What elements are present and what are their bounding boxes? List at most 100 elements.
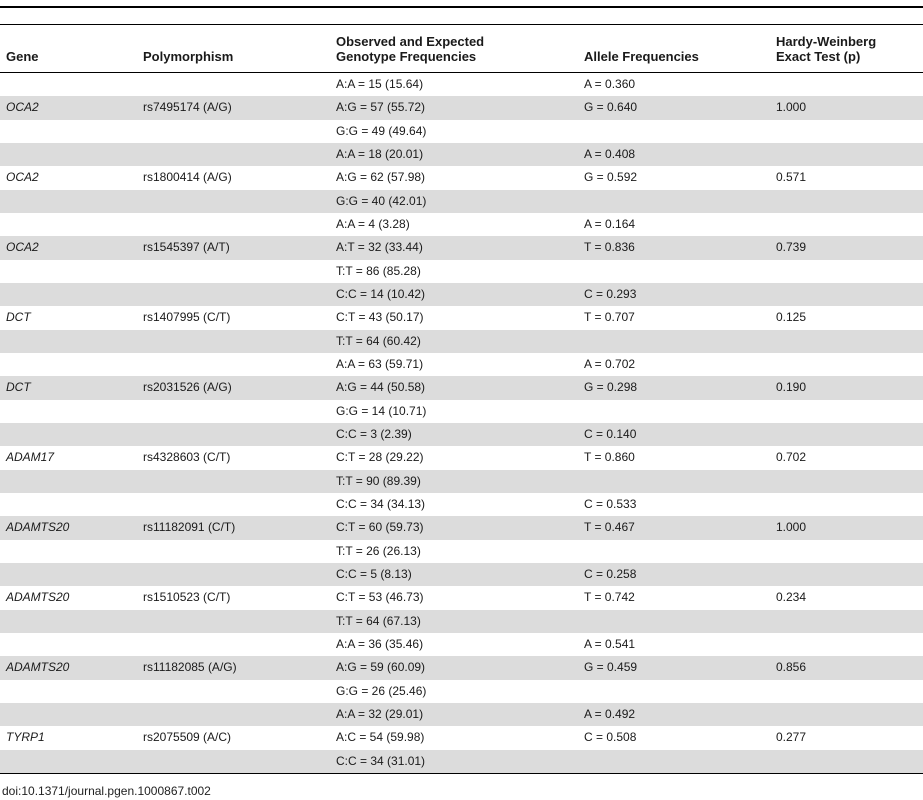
cell-polymorphism: rs1800414 (A/G) [143, 170, 232, 185]
cell-genotype-frequency: T:T = 64 (60.42) [336, 333, 421, 348]
cell-genotype-frequency: A:A = 32 (29.01) [336, 706, 424, 721]
cell-allele-frequency: A = 0.702 [584, 356, 636, 371]
cell-genotype-frequency: G:G = 14 (10.71) [336, 403, 427, 418]
table-row: C:C = 5 (8.13) C = 0.258 [0, 562, 923, 587]
cell-polymorphism: rs2031526 (A/G) [143, 380, 232, 395]
cell-gene: OCA2 [6, 170, 39, 185]
table-bottom-rule [0, 773, 923, 774]
cell-genotype-frequency: A:T = 32 (33.44) [336, 240, 423, 255]
cell-hwe-p: 1.000 [776, 520, 807, 535]
cell-allele-frequency: A = 0.408 [584, 146, 636, 161]
table-row: A:A = 32 (29.01) A = 0.492 [0, 702, 923, 727]
cell-polymorphism: rs11182091 (C/T) [143, 520, 236, 535]
cell-genotype-frequency: C:C = 5 (8.13) [336, 566, 412, 581]
table-row: ADAMTS20 rs11182091 (C/T) C:T = 60 (59.73)… [0, 516, 923, 540]
cell-gene: DCT [6, 310, 31, 325]
cell-hwe-p: 0.856 [776, 660, 807, 675]
table-row: A:A = 63 (59.71) A = 0.702 [0, 353, 923, 376]
cell-allele-frequency: C = 0.140 [584, 426, 637, 441]
table-row: T:T = 26 (26.13) [0, 540, 923, 563]
header-bottom-rule [0, 72, 923, 73]
table-row: G:G = 40 (42.01) [0, 189, 923, 213]
table-row: ADAMTS20 rs1510523 (C/T) C:T = 53 (46.73) T… [0, 586, 923, 609]
cell-allele-frequency: T = 0.707 [584, 310, 635, 325]
cell-gene: OCA2 [6, 100, 39, 115]
header-genotype-line2: Genotype Frequencies [336, 49, 477, 64]
table-body: A:A = 15 (15.64) A = 0.360 OCA2 rs7495174 (… [0, 73, 923, 773]
table-row: TYRP1 rs2075509 (A/C) A:C = 54 (59.98) C = … [0, 726, 923, 749]
header-hardy-weinberg: Hardy-Weinberg Exact Test (p) [776, 34, 876, 64]
table-row: A:A = 18 (20.01) A = 0.408 [0, 142, 923, 167]
table-row: T:T = 64 (67.13) [0, 609, 923, 633]
cell-hwe-p: 0.739 [776, 240, 807, 255]
cell-genotype-frequency: A:A = 63 (59.71) [336, 356, 424, 371]
cell-genotype-frequency: A:G = 59 (60.09) [336, 660, 426, 675]
cell-polymorphism: rs4328603 (C/T) [143, 450, 231, 465]
table-row: C:C = 34 (34.13) C = 0.533 [0, 493, 923, 516]
cell-genotype-frequency: C:C = 14 (10.42) [336, 286, 426, 301]
cell-hwe-p: 0.125 [776, 310, 807, 325]
table-row: T:T = 90 (89.39) [0, 469, 923, 493]
cell-polymorphism: rs1407995 (C/T) [143, 310, 231, 325]
cell-genotype-frequency: G:G = 40 (42.01) [336, 193, 427, 208]
cell-polymorphism: rs1545397 (A/T) [143, 240, 230, 255]
cell-polymorphism: rs2075509 (A/C) [143, 730, 232, 745]
header-polymorphism: Polymorphism [143, 49, 234, 64]
cell-allele-frequency: T = 0.860 [584, 450, 635, 465]
cell-allele-frequency: C = 0.533 [584, 496, 637, 511]
cell-allele-frequency: T = 0.467 [584, 520, 635, 535]
cell-allele-frequency: G = 0.640 [584, 100, 638, 115]
table-row: OCA2 rs1800414 (A/G) A:G = 62 (57.98) G = 0… [0, 166, 923, 189]
table-row: A:A = 15 (15.64) A = 0.360 [0, 73, 923, 96]
cell-hwe-p: 1.000 [776, 100, 807, 115]
cell-allele-frequency: T = 0.836 [584, 240, 635, 255]
cell-allele-frequency: C = 0.293 [584, 286, 637, 301]
cell-allele-frequency: A = 0.541 [584, 636, 636, 651]
table-row: DCT rs1407995 (C/T) C:T = 43 (50.17) T = 0.… [0, 306, 923, 329]
cell-genotype-frequency: A:G = 44 (50.58) [336, 380, 426, 395]
table-row: C:C = 14 (10.42) C = 0.293 [0, 282, 923, 307]
cell-hwe-p: 0.234 [776, 590, 807, 605]
table-row: G:G = 14 (10.71) [0, 400, 923, 423]
table-row: T:T = 64 (60.42) [0, 329, 923, 353]
cell-allele-frequency: A = 0.492 [584, 706, 636, 721]
cell-allele-frequency: C = 0.258 [584, 566, 637, 581]
cell-polymorphism: rs1510523 (C/T) [143, 590, 231, 605]
cell-allele-frequency: A = 0.360 [584, 77, 636, 91]
table-row: A:A = 36 (35.46) A = 0.541 [0, 633, 923, 656]
cell-polymorphism: rs7495174 (A/G) [143, 100, 232, 115]
header-allele-frequencies: Allele Frequencies [584, 49, 699, 64]
cell-genotype-frequency: T:T = 26 (26.13) [336, 543, 421, 558]
table-row: OCA2 rs1545397 (A/T) A:T = 32 (33.44) T = 0… [0, 236, 923, 260]
cell-genotype-frequency: C:C = 3 (2.39) [336, 426, 412, 441]
cell-hwe-p: 0.571 [776, 170, 807, 185]
cell-genotype-frequency: A:A = 18 (20.01) [336, 146, 424, 161]
cell-genotype-frequency: A:A = 36 (35.46) [336, 636, 424, 651]
cell-genotype-frequency: T:T = 64 (67.13) [336, 613, 421, 628]
cell-hwe-p: 0.277 [776, 730, 807, 745]
header-hwe-line1: Hardy-Weinberg [776, 34, 877, 49]
table-top-rule [0, 6, 923, 8]
cell-genotype-frequency: C:T = 60 (59.73) [336, 520, 424, 535]
table-row: A:A = 4 (3.28) A = 0.164 [0, 213, 923, 236]
cell-gene: OCA2 [6, 240, 39, 255]
cell-genotype-frequency: C:C = 34 (34.13) [336, 496, 426, 511]
cell-genotype-frequency: A:G = 57 (55.72) [336, 100, 426, 115]
table-row: T:T = 86 (85.28) [0, 260, 923, 283]
cell-genotype-frequency: T:T = 90 (89.39) [336, 473, 421, 488]
cell-allele-frequency: G = 0.298 [584, 380, 638, 395]
cell-gene: ADAMTS20 [6, 660, 70, 675]
cell-gene: DCT [6, 380, 31, 395]
cell-genotype-frequency: A:A = 15 (15.64) [336, 77, 424, 91]
table-header: Gene Polymorphism Observed and Expected … [0, 25, 923, 72]
table-row: DCT rs2031526 (A/G) A:G = 44 (50.58) G = 0.… [0, 376, 923, 400]
cell-genotype-frequency: C:T = 43 (50.17) [336, 310, 424, 325]
cell-genotype-frequency: G:G = 26 (25.46) [336, 683, 427, 698]
table-row: G:G = 26 (25.46) [0, 680, 923, 703]
doi-caption: doi:10.1371/journal.pgen.1000867.t002 [2, 784, 211, 798]
cell-allele-frequency: A = 0.164 [584, 216, 636, 231]
table-row: G:G = 49 (49.64) [0, 120, 923, 143]
table-row: ADAM17 rs4328603 (C/T) C:T = 28 (29.22) T =… [0, 446, 923, 469]
table-row: C:C = 34 (31.01) [0, 749, 923, 773]
table-row: OCA2 rs7495174 (A/G) A:G = 57 (55.72) G = 0… [0, 96, 923, 120]
